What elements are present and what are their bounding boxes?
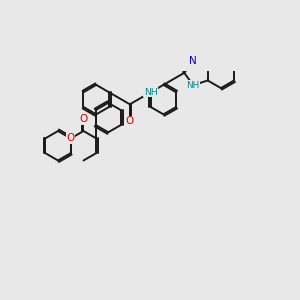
Text: NH: NH <box>187 81 200 90</box>
Text: O: O <box>67 134 75 143</box>
Text: O: O <box>126 116 134 126</box>
Text: N: N <box>189 56 197 65</box>
Text: NH: NH <box>144 88 158 97</box>
Text: O: O <box>80 114 88 124</box>
